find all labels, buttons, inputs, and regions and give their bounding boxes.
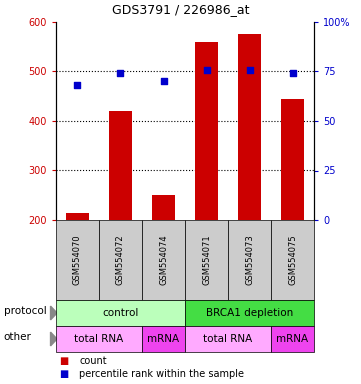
- Point: [75, 82, 81, 88]
- Text: mRNA: mRNA: [277, 334, 309, 344]
- Text: GSM554072: GSM554072: [116, 235, 125, 285]
- Bar: [109, 111, 132, 220]
- Point: [204, 66, 209, 73]
- Text: GSM554070: GSM554070: [73, 235, 82, 285]
- Polygon shape: [51, 306, 57, 320]
- Text: protocol: protocol: [4, 306, 46, 316]
- Point: [118, 70, 123, 76]
- Text: mRNA: mRNA: [147, 334, 179, 344]
- Text: ■: ■: [60, 356, 69, 366]
- Polygon shape: [51, 332, 57, 346]
- Bar: [195, 42, 218, 220]
- Bar: [281, 99, 304, 220]
- Text: control: control: [102, 308, 139, 318]
- Text: GSM554071: GSM554071: [202, 235, 211, 285]
- Text: total RNA: total RNA: [74, 334, 123, 344]
- Text: other: other: [4, 332, 31, 342]
- Point: [290, 70, 295, 76]
- Point: [247, 66, 252, 73]
- Point: [161, 78, 166, 84]
- Bar: [152, 195, 175, 220]
- Bar: [66, 213, 89, 220]
- Text: percentile rank within the sample: percentile rank within the sample: [79, 369, 244, 379]
- Text: ■: ■: [60, 369, 69, 379]
- Text: GDS3791 / 226986_at: GDS3791 / 226986_at: [112, 3, 249, 16]
- Bar: [238, 35, 261, 220]
- Text: total RNA: total RNA: [203, 334, 253, 344]
- Text: GSM554074: GSM554074: [159, 235, 168, 285]
- Text: count: count: [79, 356, 107, 366]
- Text: BRCA1 depletion: BRCA1 depletion: [206, 308, 293, 318]
- Text: GSM554073: GSM554073: [245, 235, 254, 285]
- Text: GSM554075: GSM554075: [288, 235, 297, 285]
